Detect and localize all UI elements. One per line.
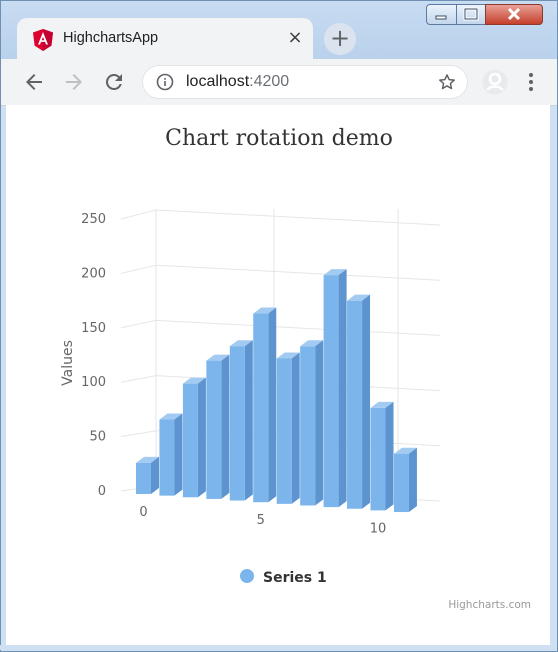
bar-front — [370, 407, 386, 511]
bar-front — [276, 358, 292, 504]
bar-front — [253, 313, 269, 503]
bar-top — [276, 352, 300, 359]
bar-side — [291, 352, 300, 504]
x-axis: 0 5 10 — [139, 505, 386, 536]
gridline — [120, 319, 441, 336]
bar-top — [323, 269, 347, 276]
bar-top — [229, 340, 253, 347]
title-bar: HighchartsApp × + — [1, 1, 557, 59]
bar-top — [206, 354, 230, 361]
y-tick-label: 0 — [98, 484, 106, 499]
bar-front — [136, 462, 151, 494]
bar-side — [244, 340, 253, 501]
y-axis: 0 50 100 150 200 250 — [81, 212, 106, 499]
x-tick-label: 10 — [370, 521, 387, 536]
y-tick-label: 200 — [81, 266, 106, 281]
bar — [323, 269, 347, 508]
bar-top — [347, 294, 371, 301]
legend-marker-icon — [240, 569, 254, 583]
bar-side — [174, 413, 183, 496]
bar-side — [385, 401, 394, 511]
bar-side — [408, 447, 417, 513]
bar — [347, 294, 371, 509]
x-tick-label: 0 — [139, 505, 147, 520]
url-port: :4200 — [249, 73, 290, 90]
bar-side — [221, 354, 230, 499]
url-host: localhost — [186, 73, 250, 90]
bars-layer — [136, 269, 417, 513]
address-bar[interactable]: localhost:4200 — [142, 65, 468, 99]
bar-top — [300, 340, 324, 347]
bar-front — [206, 360, 222, 499]
forward-arrow-icon[interactable] — [62, 70, 86, 94]
bar-top — [393, 447, 417, 454]
browser-toolbar: localhost:4200 — [1, 59, 557, 106]
bar-side — [315, 340, 324, 506]
y-tick-label: 150 — [81, 321, 106, 336]
bar — [206, 354, 230, 499]
bar-front — [182, 383, 198, 498]
bar-top — [159, 413, 183, 420]
bar — [253, 307, 277, 503]
menu-kebab-icon[interactable] — [527, 71, 535, 93]
bar-top — [370, 401, 394, 408]
bar — [300, 340, 324, 506]
bar-front — [323, 275, 339, 508]
bar-side — [151, 456, 159, 494]
legend[interactable]: Series 1 — [240, 569, 327, 586]
minimize-button[interactable] — [426, 4, 457, 25]
back-arrow-icon[interactable] — [22, 70, 46, 94]
url-text[interactable]: localhost:4200 — [186, 73, 289, 91]
tab-close-icon[interactable]: × — [287, 27, 303, 48]
bar-front — [393, 453, 409, 513]
bar-front — [229, 346, 245, 501]
maximize-button[interactable] — [456, 4, 486, 25]
y-tick-label: 250 — [81, 212, 106, 227]
maximize-icon — [463, 7, 479, 21]
bar-top — [136, 456, 159, 463]
star-bookmark-icon[interactable] — [437, 72, 457, 92]
bar-side — [362, 294, 371, 509]
y-tick-label: 50 — [89, 430, 106, 445]
window-close-button[interactable] — [485, 4, 543, 25]
bar-front — [159, 419, 175, 496]
bar-side — [197, 377, 206, 498]
new-tab-button[interactable]: + — [324, 23, 356, 55]
bar — [182, 377, 206, 498]
bar — [276, 352, 300, 504]
credits-link[interactable]: Highcharts.com — [448, 599, 531, 611]
page-viewport: Chart rotation demo Values 0 50 100 150 200 2… — [6, 105, 550, 645]
profile-avatar-icon[interactable] — [482, 69, 508, 95]
bar-top — [182, 377, 206, 384]
bar-front — [347, 300, 363, 509]
bar-side — [268, 307, 277, 503]
bar — [370, 401, 394, 511]
info-icon[interactable] — [156, 73, 174, 91]
legend-label: Series 1 — [263, 570, 327, 586]
chart-title: Chart rotation demo — [165, 126, 393, 151]
y-tick-label: 100 — [81, 375, 106, 390]
bar — [136, 456, 159, 494]
bar-front — [300, 346, 316, 506]
close-icon — [507, 7, 521, 21]
browser-tab[interactable]: HighchartsApp × — [17, 18, 313, 59]
chart: Chart rotation demo Values 0501001502002… — [60, 126, 531, 611]
tab-title: HighchartsApp — [63, 30, 159, 46]
gridline — [120, 209, 441, 226]
reload-icon[interactable] — [102, 70, 126, 94]
gridline — [120, 264, 441, 281]
bar — [159, 413, 183, 496]
window-frame-bottom — [0, 645, 556, 650]
y-axis-title: Values — [60, 340, 76, 386]
minimize-icon — [435, 15, 447, 20]
x-tick-label: 5 — [257, 513, 265, 528]
bar — [393, 447, 417, 513]
bar-top — [253, 307, 277, 314]
angular-icon — [33, 29, 53, 51]
bar — [229, 340, 253, 501]
bar-side — [338, 269, 347, 508]
